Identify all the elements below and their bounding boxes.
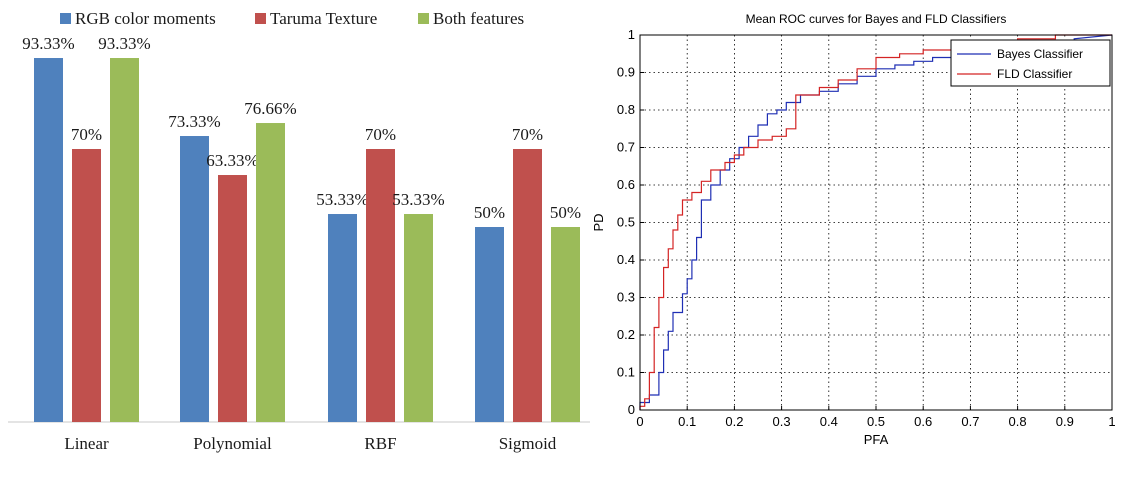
legend-swatch-1 bbox=[255, 13, 266, 24]
bar-chart: RGB color moments Taruma Texture Both feat… bbox=[8, 9, 590, 453]
x-tick-label-5: 0.5 bbox=[867, 414, 885, 429]
roc-legend-box bbox=[950, 39, 1111, 87]
bar-1-3 bbox=[513, 149, 542, 422]
y-tick-label-0: 0 bbox=[628, 402, 635, 417]
x-tick-label-7: 0.7 bbox=[961, 414, 979, 429]
legend-swatch-0 bbox=[60, 13, 71, 24]
data-label-1-0: 70% bbox=[71, 125, 102, 144]
legend-label-2: Both features bbox=[433, 9, 524, 28]
x-tick-label-9: 0.9 bbox=[1056, 414, 1074, 429]
data-label-0-1: 73.33% bbox=[168, 112, 220, 131]
plot-area bbox=[640, 35, 1112, 410]
plot-frame bbox=[639, 34, 1113, 411]
data-label-2-1: 76.66% bbox=[244, 99, 296, 118]
legend-swatch-2 bbox=[418, 13, 429, 24]
bar-0-1 bbox=[180, 136, 209, 422]
bar-0-0 bbox=[34, 58, 63, 422]
data-label-1-1: 63.33% bbox=[206, 151, 258, 170]
y-tick-label-5: 0.5 bbox=[617, 215, 635, 230]
bar-0-2 bbox=[328, 214, 357, 422]
bar-2-1 bbox=[256, 123, 285, 422]
y-tick-label-7: 0.7 bbox=[617, 140, 635, 155]
category-label-3: Sigmoid bbox=[499, 434, 557, 453]
y-tick-label-1: 0.1 bbox=[617, 365, 635, 380]
y-tick-label-2: 0.2 bbox=[617, 327, 635, 342]
bar-2-2 bbox=[404, 214, 433, 422]
y-tick-label-4: 0.4 bbox=[617, 252, 635, 267]
x-axis-label: PFA bbox=[864, 432, 889, 447]
data-label-1-3: 70% bbox=[512, 125, 543, 144]
data-label-2-3: 50% bbox=[550, 203, 581, 222]
category-label-0: Linear bbox=[64, 434, 109, 453]
bar-2-0 bbox=[110, 58, 139, 422]
roc-line-0 bbox=[639, 34, 1113, 410]
roc-line-1 bbox=[639, 34, 1112, 410]
data-label-2-2: 53.33% bbox=[392, 190, 444, 209]
bar-2-3 bbox=[551, 227, 580, 422]
bar-1-2 bbox=[366, 149, 395, 422]
category-label-2: RBF bbox=[364, 434, 396, 453]
x-tick-label-1: 0.1 bbox=[678, 414, 696, 429]
x-tick-label-2: 0.2 bbox=[725, 414, 743, 429]
legend-label-1: Taruma Texture bbox=[270, 9, 377, 28]
category-label-1: Polynomial bbox=[193, 434, 272, 453]
data-label-0-3: 50% bbox=[474, 203, 505, 222]
x-tick-label-10: 1 bbox=[1108, 414, 1115, 429]
roc-legend-label-1: FLD Classifier bbox=[997, 67, 1072, 81]
data-label-1-2: 70% bbox=[365, 125, 396, 144]
bar-0-3 bbox=[475, 227, 504, 422]
roc-legend-label-0: Bayes Classifier bbox=[997, 47, 1083, 61]
y-tick-label-3: 0.3 bbox=[617, 290, 635, 305]
roc-title: Mean ROC curves for Bayes and FLD Classi… bbox=[746, 12, 1007, 26]
data-label-0-2: 53.33% bbox=[316, 190, 368, 209]
y-tick-label-8: 0.8 bbox=[617, 102, 635, 117]
x-tick-label-8: 0.8 bbox=[1009, 414, 1027, 429]
y-tick-label-10: 1 bbox=[628, 27, 635, 42]
x-tick-label-0: 0 bbox=[636, 414, 643, 429]
bar-1-0 bbox=[72, 149, 101, 422]
x-tick-label-6: 0.6 bbox=[914, 414, 932, 429]
data-label-0-0: 93.33% bbox=[22, 34, 74, 53]
x-tick-label-3: 0.3 bbox=[773, 414, 791, 429]
x-tick-label-4: 0.4 bbox=[820, 414, 838, 429]
legend-label-0: RGB color moments bbox=[75, 9, 216, 28]
bar-1-1 bbox=[218, 175, 247, 422]
roc-chart: Mean ROC curves for Bayes and FLD Classi… bbox=[591, 12, 1116, 447]
y-tick-label-6: 0.6 bbox=[617, 177, 635, 192]
y-tick-label-9: 0.9 bbox=[617, 65, 635, 80]
data-label-2-0: 93.33% bbox=[98, 34, 150, 53]
y-axis-label: PD bbox=[591, 213, 606, 231]
